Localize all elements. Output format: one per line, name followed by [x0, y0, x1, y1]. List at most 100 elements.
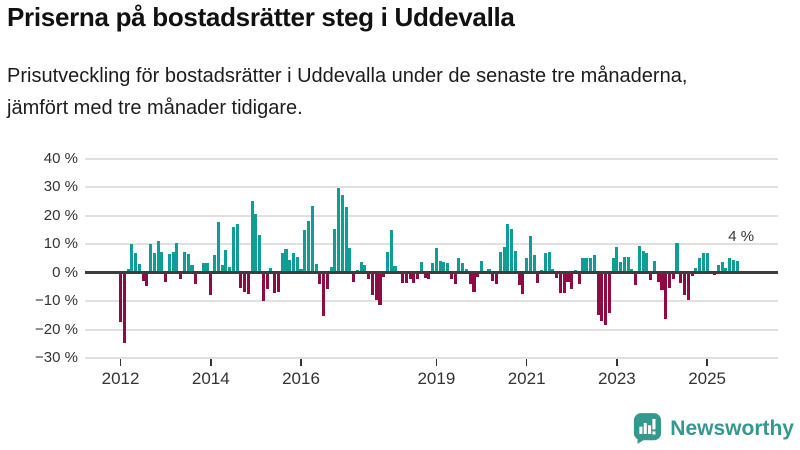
bar: [525, 257, 529, 273]
bar: [573, 269, 578, 273]
y-axis-tick-label: 20 %: [43, 206, 78, 224]
bar: [566, 273, 570, 283]
bar: [464, 269, 468, 273]
y-gridline: [85, 328, 778, 331]
bar: [295, 257, 299, 273]
bar: [664, 273, 668, 320]
bar: [122, 273, 126, 344]
bar: [562, 273, 566, 293]
bar: [359, 262, 363, 273]
bar: [385, 251, 390, 273]
bar: [634, 273, 638, 286]
bar: [540, 270, 544, 273]
bar: [615, 246, 619, 273]
bar: [382, 273, 386, 278]
bar: [637, 245, 641, 273]
bar: [126, 269, 130, 273]
bar: [401, 273, 405, 284]
bar: [209, 273, 213, 296]
bar: [671, 273, 675, 279]
bar: [254, 213, 258, 273]
x-axis-zero-line: [85, 271, 778, 274]
bar: [258, 234, 262, 273]
bar: [570, 273, 574, 289]
bar: [182, 251, 186, 273]
bar: [224, 249, 228, 273]
bar: [190, 265, 194, 273]
bar: [551, 269, 555, 273]
y-axis-tick-label: 0 %: [52, 263, 78, 281]
x-axis-tick: [525, 359, 528, 366]
bar: [592, 255, 596, 273]
bar: [622, 256, 626, 273]
bar: [340, 195, 344, 273]
bar: [713, 273, 717, 276]
bar: [611, 258, 615, 273]
bar: [630, 269, 634, 273]
x-axis-tick-label: 2023: [597, 369, 636, 388]
bar: [716, 265, 720, 273]
bar: [660, 273, 664, 291]
bar: [250, 200, 254, 273]
y-gridline: [85, 300, 778, 303]
newsworthy-logo[interactable]: Newsworthy: [633, 412, 794, 445]
bar: [698, 258, 702, 273]
bar: [141, 273, 145, 282]
bar: [731, 259, 735, 273]
bar: [457, 258, 461, 273]
bar: [453, 273, 457, 285]
bar: [378, 273, 382, 305]
bar: [577, 273, 581, 285]
bar: [686, 273, 690, 301]
bar: [431, 263, 435, 273]
bar: [555, 273, 559, 279]
x-axis-tick: [706, 359, 708, 366]
bar: [626, 257, 630, 273]
bar: [194, 273, 198, 285]
bar: [607, 273, 611, 313]
bar: [427, 273, 431, 280]
bar: [619, 261, 623, 273]
bar: [201, 263, 205, 273]
bar: [735, 261, 739, 273]
bar: [690, 273, 694, 276]
bar: [344, 206, 348, 273]
bar: [363, 265, 367, 273]
bar: [235, 224, 239, 273]
bar: [419, 261, 423, 273]
bar: [273, 273, 277, 293]
bar: [276, 273, 280, 292]
bar: [532, 255, 536, 273]
bar: [412, 273, 416, 284]
x-axis-tick: [435, 359, 438, 366]
bar: [152, 252, 156, 273]
last-value-label: 4 %: [728, 228, 755, 245]
bar: [220, 265, 224, 273]
bar: [213, 255, 217, 273]
bar: [228, 267, 232, 273]
bar: [468, 273, 472, 284]
bar: [596, 273, 600, 315]
bar: [137, 264, 141, 273]
bar: [367, 273, 371, 279]
y-gridline: [85, 214, 778, 217]
bar: [667, 273, 672, 288]
y-axis-tick-label: −20 %: [35, 320, 78, 338]
x-axis-tick: [119, 359, 122, 366]
bar: [600, 273, 604, 322]
bar: [581, 258, 585, 273]
bar: [476, 273, 480, 278]
x-axis-tick-label: 2019: [417, 369, 456, 388]
bar: [649, 273, 653, 280]
bar: [243, 273, 247, 292]
bar: [318, 273, 322, 285]
bar: [479, 260, 484, 273]
x-axis-tick-label: 2021: [507, 369, 546, 388]
bar: [506, 223, 510, 273]
bar: [604, 273, 608, 325]
bar: [314, 264, 318, 273]
bar: [543, 253, 547, 273]
x-axis-tick: [210, 359, 212, 366]
bar: [269, 267, 273, 273]
